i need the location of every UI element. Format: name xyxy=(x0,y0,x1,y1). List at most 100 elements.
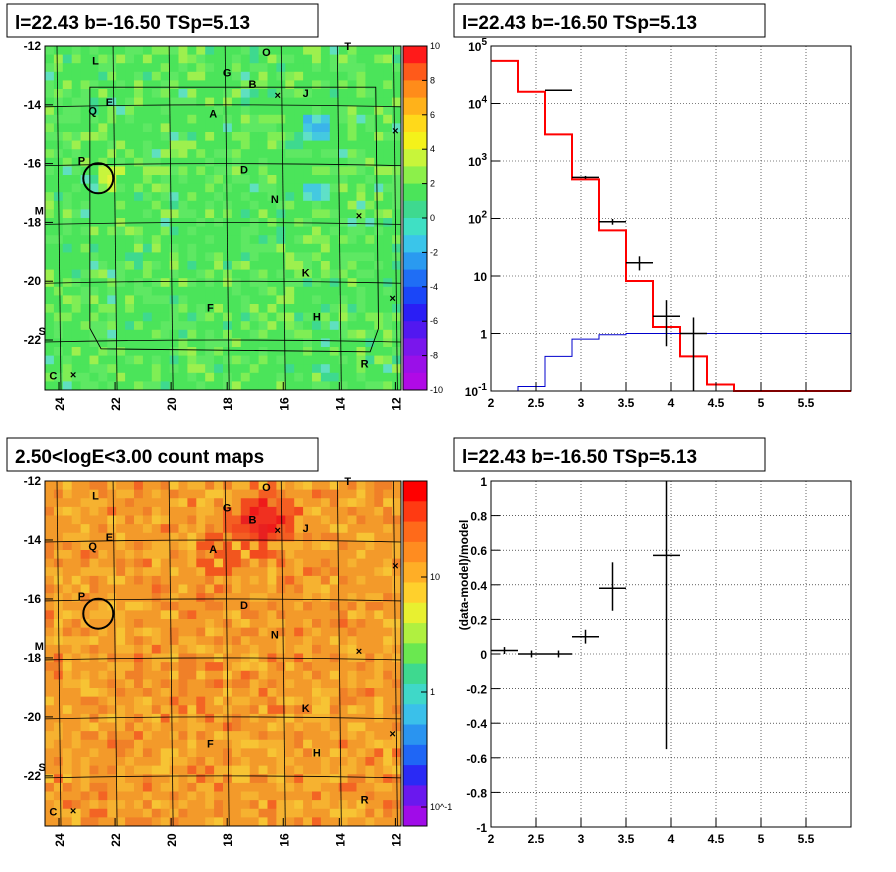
heatmap-cell xyxy=(231,54,242,64)
heatmap-cell xyxy=(338,739,348,749)
heatmap-cell xyxy=(258,89,268,98)
heatmap-cell xyxy=(329,524,340,534)
heatmap-cell xyxy=(285,524,295,534)
heatmap-cell xyxy=(249,347,259,356)
heatmap-cell xyxy=(249,106,259,116)
heatmap-cell xyxy=(151,355,162,365)
heatmap-cell xyxy=(107,46,117,55)
heatmap-cell xyxy=(329,252,340,262)
heatmap-cell xyxy=(53,312,64,322)
heatmap-cell xyxy=(231,286,242,296)
heatmap-cell xyxy=(151,63,162,73)
heatmap-cell xyxy=(142,601,153,611)
heatmap-cell xyxy=(240,321,251,331)
heatmap-cell xyxy=(214,46,224,55)
heatmap-cell xyxy=(151,372,162,382)
heatmap-cell xyxy=(258,175,268,184)
heatmap-cell xyxy=(338,757,348,767)
heatmap-cell xyxy=(320,619,331,629)
heatmap-cell xyxy=(187,278,197,288)
heatmap-cell xyxy=(178,321,188,331)
heatmap-cell xyxy=(142,748,153,758)
heatmap-cell xyxy=(374,157,384,167)
heatmap-cell xyxy=(231,192,242,202)
heatmap-cell xyxy=(374,601,384,611)
heatmap-cell xyxy=(134,235,144,245)
heatmap-cell xyxy=(365,312,375,322)
longitude-line xyxy=(168,45,174,391)
heatmap-cell xyxy=(392,46,402,55)
heatmap-cell xyxy=(356,123,366,133)
heatmap-cell xyxy=(160,123,170,133)
heatmap-cell xyxy=(205,304,215,313)
heatmap-cell xyxy=(214,175,224,184)
heatmap-cell xyxy=(294,739,304,749)
heatmap-cell xyxy=(80,481,90,491)
heatmap-cell xyxy=(214,209,224,219)
heatmap-cell xyxy=(285,670,295,680)
heatmap-cell xyxy=(178,106,188,116)
y-tick-label: -12 xyxy=(24,474,42,488)
heatmap-cell xyxy=(125,252,135,262)
heatmap-cell xyxy=(205,808,215,818)
heatmap-cell xyxy=(45,619,55,629)
heatmap-cell xyxy=(80,593,90,603)
heatmap-cell xyxy=(267,192,277,202)
heatmap-cell xyxy=(258,243,268,253)
heatmap-cell xyxy=(205,506,215,516)
heatmap-cell xyxy=(303,269,313,279)
heatmap-cell xyxy=(258,106,268,116)
heatmap-cell xyxy=(383,338,393,348)
longitude-line xyxy=(336,45,342,391)
heatmap-cell xyxy=(285,515,295,525)
source-label: N xyxy=(271,194,279,206)
heatmap-cell xyxy=(223,54,233,64)
source-label: E xyxy=(106,532,113,544)
heatmap-cell xyxy=(258,157,268,167)
heatmap-cell xyxy=(383,372,393,382)
heatmap-cell xyxy=(125,132,135,141)
source-label: M xyxy=(35,206,44,218)
heatmap-cell xyxy=(214,200,224,210)
heatmap-cell xyxy=(178,140,188,150)
heatmap-cell xyxy=(107,269,117,279)
heatmap-cell xyxy=(151,550,162,560)
heatmap-cell xyxy=(187,338,197,348)
heatmap-cell xyxy=(374,286,384,296)
heatmap-cell xyxy=(178,817,188,827)
y-tick-label: -16 xyxy=(24,157,42,171)
heatmap-cell xyxy=(347,243,357,253)
heatmap-cell xyxy=(303,765,313,775)
heatmap-cell xyxy=(320,149,331,159)
heatmap-cell xyxy=(320,157,331,167)
heatmap-cell xyxy=(294,679,304,689)
heatmap-cell xyxy=(347,132,357,141)
heatmap-cell xyxy=(267,355,277,365)
heatmap-cell xyxy=(249,541,259,551)
heatmap-cell xyxy=(178,765,188,775)
heatmap-cell xyxy=(276,800,286,810)
heatmap-cell xyxy=(214,63,224,73)
heatmap-cell xyxy=(347,584,357,594)
heatmap-cell xyxy=(338,515,348,525)
heatmap-cell xyxy=(276,304,286,313)
heatmap-cell xyxy=(169,80,179,90)
x-tick-label: 22 xyxy=(109,397,123,411)
heatmap-cell xyxy=(196,782,206,792)
heatmap-cell xyxy=(276,757,286,767)
heatmap-cell xyxy=(365,381,375,391)
heatmap-cell xyxy=(45,80,55,90)
heatmap-cell xyxy=(169,567,179,577)
heatmap-cell xyxy=(142,713,153,723)
heatmap-cell xyxy=(178,183,188,193)
heatmap-cell xyxy=(142,515,153,525)
heatmap-cell xyxy=(196,550,206,560)
heatmap-cell xyxy=(62,312,73,322)
heatmap-cell xyxy=(365,558,375,568)
heatmap-cell xyxy=(178,364,188,374)
heatmap-cell xyxy=(151,481,162,491)
heatmap-cell xyxy=(196,757,206,767)
heatmap-cell xyxy=(392,481,402,491)
heatmap-cell xyxy=(107,550,117,560)
source-label: L xyxy=(92,56,99,68)
